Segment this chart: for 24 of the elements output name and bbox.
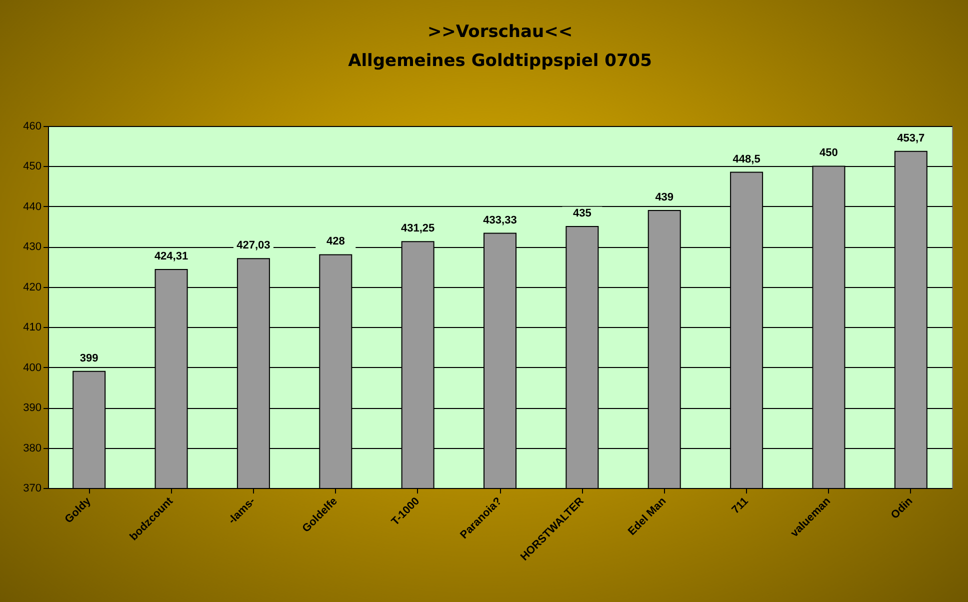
y-tick-label: 420 — [23, 281, 42, 294]
data-label: 448,5 — [732, 153, 760, 166]
y-tick-label: 370 — [23, 482, 42, 494]
data-label: 439 — [655, 191, 674, 204]
data-label: 433,33 — [483, 214, 517, 226]
y-tick-label: 390 — [23, 402, 42, 414]
data-label: 435 — [573, 208, 592, 220]
y-tick-label: 380 — [23, 442, 42, 454]
data-label: 453,7 — [897, 132, 925, 144]
y-tick-label: 450 — [23, 160, 42, 173]
data-label: 399 — [80, 352, 98, 364]
y-tick-label: 430 — [23, 241, 42, 254]
y-tick-label: 410 — [23, 322, 42, 334]
data-label: 428 — [326, 236, 345, 248]
chart-subtitle: Allgemeines Goldtippspiel 0705 — [348, 51, 652, 71]
data-label: 450 — [820, 147, 838, 160]
x-tick-label: 711 — [730, 495, 751, 516]
y-tick-label: 400 — [23, 362, 42, 374]
data-label: 427,03 — [236, 240, 270, 252]
data-label: 424,31 — [154, 250, 188, 263]
y-tick-label: 460 — [23, 120, 42, 132]
y-tick-label: 440 — [23, 200, 42, 213]
chart-title: >>Vorschau<< — [427, 22, 573, 42]
data-label: 431,25 — [400, 222, 435, 235]
